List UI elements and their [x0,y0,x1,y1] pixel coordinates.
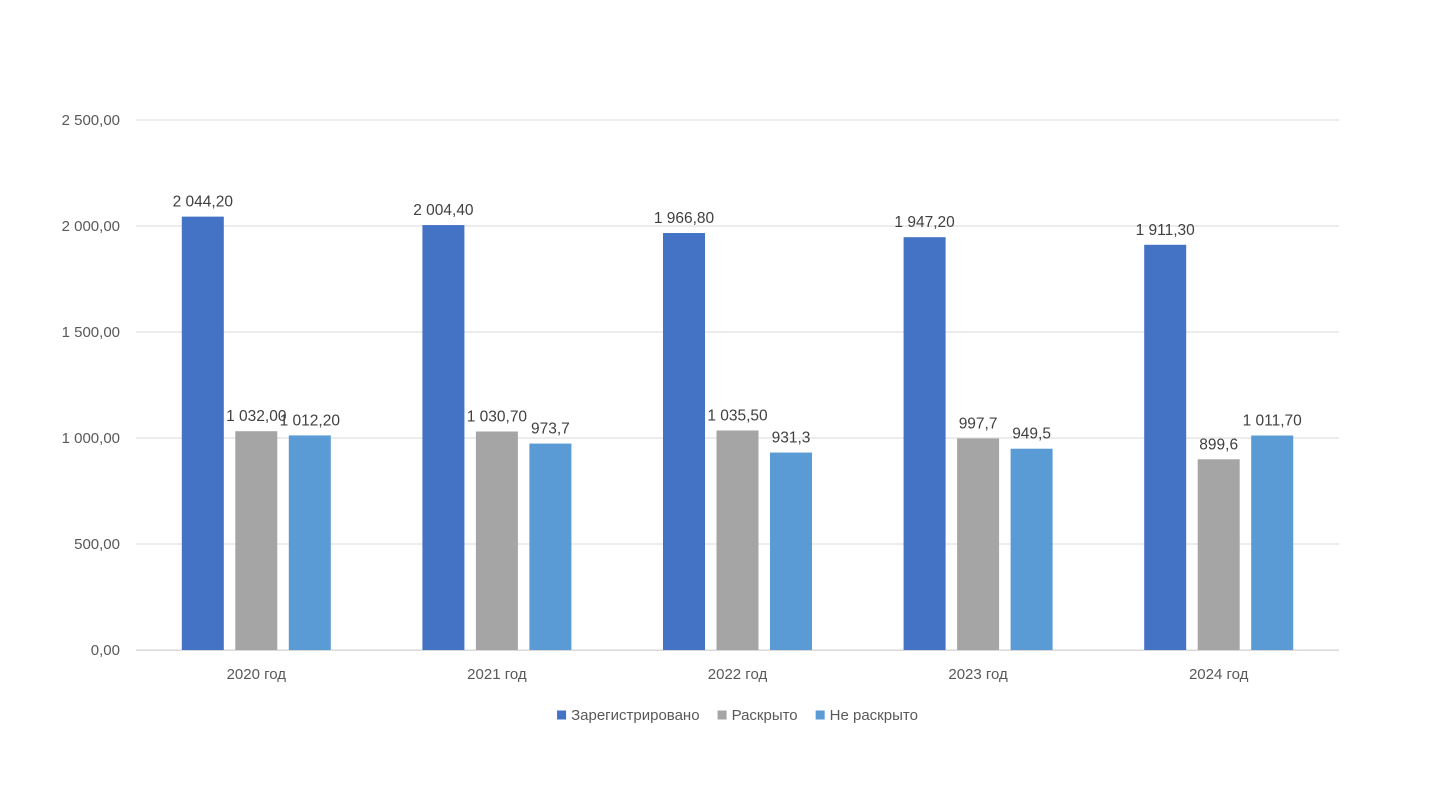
bar [288,435,331,650]
data-label: 1 911,30 [1136,222,1196,239]
x-axis: 2020 год 2021 год 2022 год 2023 год 2024 год [136,650,1339,683]
data-label: 973,7 [531,421,570,438]
legend: Зарегистрировано Раскрыто Не раскрыто [557,707,918,724]
y-axis: 0,00 500,00 1 000,00 1 500,00 2 000,00 2 500,… [62,112,120,659]
legend-swatch [815,710,825,720]
data-label: 1 947,20 [894,214,955,231]
x-tick-label: 2021 год [467,666,527,683]
bars [181,216,1294,651]
data-label: 2 004,40 [413,202,474,219]
bar [1251,435,1294,650]
legend-swatch [717,710,727,720]
bar [663,233,705,651]
y-tick-label: 2 000,00 [62,218,120,235]
bar [716,430,759,650]
data-label: 1 030,70 [467,408,528,425]
bar [1010,448,1053,650]
bar [1144,244,1187,651]
legend-swatch [557,710,567,720]
data-label: 1 966,80 [654,210,715,227]
data-label: 931,3 [772,430,811,447]
data-label: 1 035,50 [707,407,768,424]
bar [475,431,518,650]
data-label: 2 044,20 [173,194,234,211]
x-tick-label: 2024 год [1189,666,1249,683]
legend-label: Не раскрыто [830,707,918,724]
y-tick-label: 2 500,00 [62,112,120,129]
y-tick-label: 0,00 [91,642,120,659]
data-label: 1 011,70 [1243,413,1303,430]
x-tick-label: 2022 год [708,666,768,683]
data-labels: 2 044,20 1 032,001 012,20 2 004,40 1 030,70… [173,194,1303,454]
bar [422,225,465,650]
y-tick-label: 1 000,00 [62,430,120,447]
y-tick-label: 1 500,00 [62,324,120,341]
legend-label: Зарегистрировано [571,707,699,724]
data-label: 899,6 [1199,436,1238,453]
data-label: 1 012,20 [280,412,341,429]
bar [1197,459,1240,650]
bar [181,216,224,651]
bar [770,452,812,650]
data-label: 1 032,00 [226,408,287,425]
x-tick-label: 2020 год [227,666,287,683]
data-label: 949,5 [1012,426,1051,443]
data-label: 997,7 [959,415,998,432]
x-tick-label: 2023 год [948,666,1008,683]
bar [235,431,278,650]
y-tick-label: 500,00 [74,536,120,553]
bar [903,237,946,650]
bar [529,443,572,650]
legend-label: Раскрыто [732,707,798,724]
bar [957,438,1000,650]
